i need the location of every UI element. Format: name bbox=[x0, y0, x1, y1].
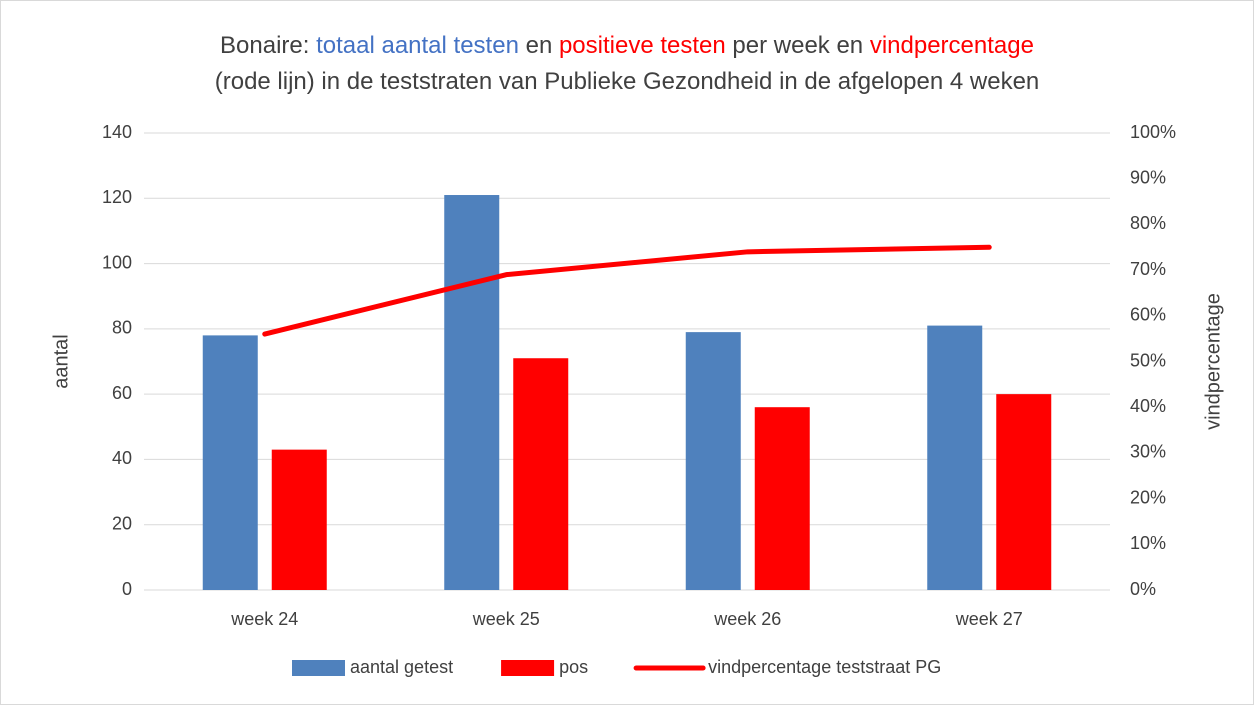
y2-axis-title: vindpercentage bbox=[1202, 293, 1224, 430]
title-part: en bbox=[519, 32, 559, 59]
bar bbox=[996, 394, 1052, 590]
y-tick-label: 40 bbox=[112, 448, 132, 468]
bar bbox=[754, 407, 810, 590]
x-tick-label: week 25 bbox=[472, 609, 540, 629]
y2-tick-label: 50% bbox=[1130, 350, 1166, 370]
x-tick-label: week 24 bbox=[230, 609, 298, 629]
title-part: positieve testen bbox=[559, 32, 726, 59]
chart-title: Bonaire: totaal aantal testen en positie… bbox=[220, 32, 1034, 59]
line bbox=[262, 244, 992, 337]
y-tick-label: 0 bbox=[122, 579, 132, 599]
chart-title: (rode lijn) in de teststraten van Publie… bbox=[215, 68, 1040, 95]
y-tick-label: 120 bbox=[102, 187, 132, 207]
legend-label: aantal getest bbox=[350, 657, 453, 677]
y2-tick-label: 10% bbox=[1130, 533, 1166, 553]
y-tick-label: 80 bbox=[112, 318, 132, 338]
y-tick-label: 100 bbox=[102, 252, 132, 272]
y2-tick-label: 30% bbox=[1130, 442, 1166, 462]
bar bbox=[685, 332, 741, 590]
title-part: (rode lijn) in de teststraten van Publie… bbox=[215, 68, 1040, 95]
y2-tick-label: 20% bbox=[1130, 487, 1166, 507]
bar bbox=[927, 325, 983, 590]
title-part: per week en bbox=[726, 32, 870, 59]
x-tick-label: week 27 bbox=[955, 609, 1023, 629]
y-tick-label: 60 bbox=[112, 383, 132, 403]
y2-tick-label: 0% bbox=[1130, 579, 1156, 599]
y-tick-label: 140 bbox=[102, 122, 132, 142]
y-tick-label: 20 bbox=[112, 513, 132, 533]
bar bbox=[444, 195, 500, 590]
y2-tick-label: 70% bbox=[1130, 259, 1166, 279]
bar bbox=[202, 335, 258, 590]
y2-tick-label: 90% bbox=[1130, 167, 1166, 187]
legend-swatch bbox=[292, 660, 345, 676]
y2-tick-label: 40% bbox=[1130, 396, 1166, 416]
legend-label: pos bbox=[559, 657, 588, 677]
title-part: totaal aantal testen bbox=[316, 32, 519, 59]
y2-tick-label: 100% bbox=[1130, 122, 1176, 142]
y2-tick-label: 60% bbox=[1130, 305, 1166, 325]
y2-tick-label: 80% bbox=[1130, 213, 1166, 233]
legend-swatch bbox=[501, 660, 555, 676]
title-part: vindpercentage bbox=[870, 32, 1034, 59]
bar bbox=[271, 449, 327, 590]
y-axis-title: aantal bbox=[50, 334, 72, 389]
legend-label: vindpercentage teststraat PG bbox=[708, 657, 941, 677]
bar bbox=[513, 358, 569, 590]
x-tick-label: week 26 bbox=[713, 609, 781, 629]
title-part: Bonaire: bbox=[220, 32, 316, 59]
